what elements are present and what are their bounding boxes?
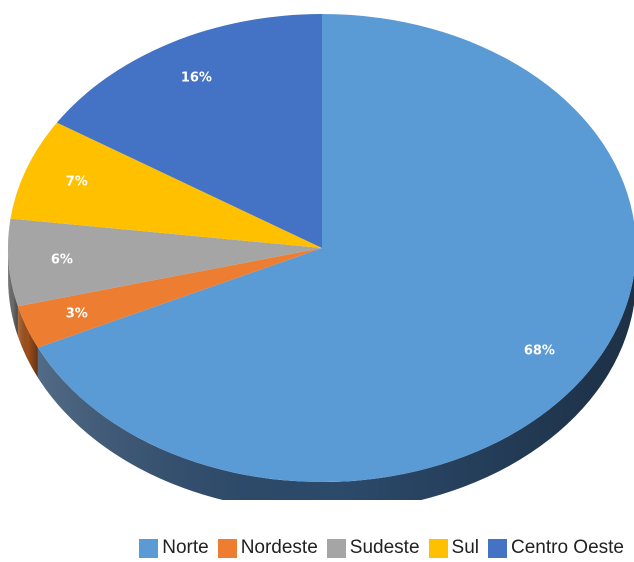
legend-item-norte: Norte xyxy=(139,537,209,559)
pie-slices xyxy=(8,14,634,482)
legend: Norte Nordeste Sudeste Sul Centro Oeste xyxy=(0,536,634,560)
pie-side-shade-sudeste xyxy=(8,248,18,337)
data-label-norte: 68% xyxy=(524,343,555,358)
legend-item-nordeste: Nordeste xyxy=(217,537,318,559)
pie-slice-norte xyxy=(37,14,634,482)
pie-sides xyxy=(8,248,634,500)
legend-label-sudeste: Sudeste xyxy=(349,537,420,558)
legend-item-centro-oeste: Centro Oeste xyxy=(488,537,624,559)
data-label-sul: 7% xyxy=(66,175,88,190)
pie-slice-sudeste xyxy=(8,218,323,307)
legend-swatch-norte xyxy=(139,538,159,558)
legend-label-centro-oeste: Centro Oeste xyxy=(511,537,624,558)
legend-item-sudeste: Sudeste xyxy=(326,537,420,559)
data-label-centro-oeste: 16% xyxy=(181,70,212,85)
pie-data-labels: 68% 3% 6% 7% 16% xyxy=(51,70,555,358)
pie-slice-centro-oeste xyxy=(56,14,322,248)
data-label-nordeste: 3% xyxy=(66,306,88,321)
data-label-sudeste: 6% xyxy=(51,253,73,268)
legend-swatch-nordeste xyxy=(217,538,237,558)
legend-label-norte: Norte xyxy=(162,537,209,558)
legend-label-nordeste: Nordeste xyxy=(240,537,318,558)
pie-slice-nordeste xyxy=(17,248,322,348)
legend-swatch-sudeste xyxy=(326,538,346,558)
legend-swatch-sul xyxy=(428,538,448,558)
pie-chart: 68% 3% 6% 7% 16% xyxy=(8,14,634,500)
legend-label-sul: Sul xyxy=(451,537,479,558)
legend-item-sul: Sul xyxy=(428,537,479,559)
pie-slice-sul xyxy=(10,122,323,248)
pie-side-shade-nordeste xyxy=(17,306,38,378)
legend-swatch-centro-oeste xyxy=(488,538,507,558)
